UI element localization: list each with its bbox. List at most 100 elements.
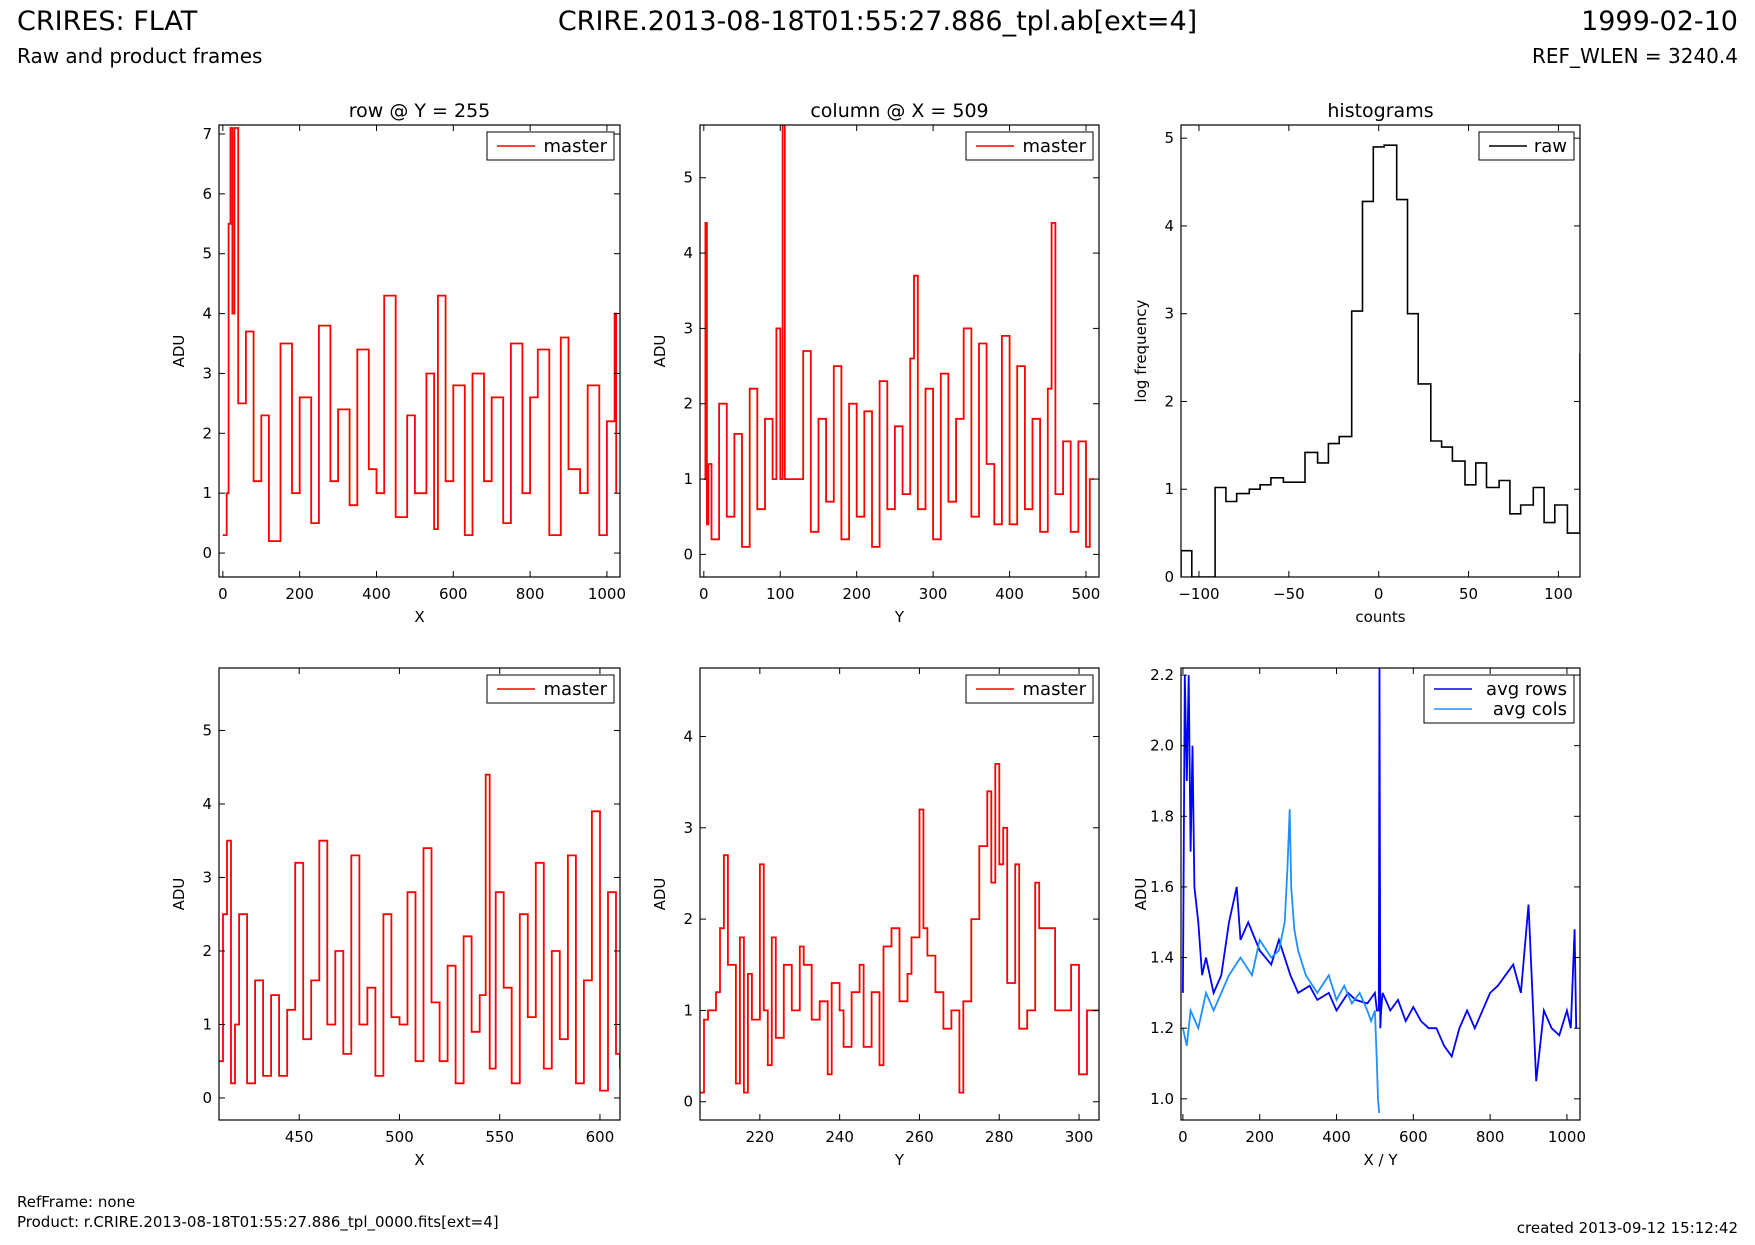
chart-title: row @ Y = 255	[349, 100, 491, 122]
legend: raw	[1478, 131, 1575, 161]
y-tick-label: 3	[683, 319, 693, 337]
y-tick-label: 0	[1164, 568, 1174, 586]
plot-frame	[218, 124, 621, 578]
y-tick-label: 3	[202, 868, 212, 886]
y-tick-label: 6	[202, 185, 212, 203]
y-tick-label: 2.2	[1150, 666, 1174, 684]
x-axis-label: counts	[1355, 608, 1405, 626]
chart-title: histograms	[1327, 100, 1433, 122]
legend: master	[486, 674, 615, 704]
y-tick-label: 0	[202, 1089, 212, 1107]
y-axis-label: ADU	[170, 335, 188, 368]
y-tick-label: 1.0	[1150, 1090, 1174, 1108]
app-subtitle: Raw and product frames	[17, 44, 263, 68]
x-tick-label: 0	[218, 585, 228, 603]
x-axis-label: X	[414, 608, 424, 626]
x-tick-label: 800	[1476, 1128, 1505, 1146]
y-tick-label: 4	[202, 795, 212, 813]
refframe-label: RefFrame: none	[17, 1193, 136, 1211]
x-tick-label: −50	[1273, 585, 1305, 603]
y-tick-label: 1	[683, 470, 693, 488]
x-tick-label: 0	[1374, 585, 1384, 603]
x-axis-label: X	[414, 1151, 424, 1169]
x-tick-label: 400	[995, 585, 1024, 603]
y-axis-label: log frequency	[1132, 299, 1150, 402]
chart-panel-3: −100 −50 0 50 100 0 1 2 3 4 5 histograms counts log f…	[1132, 100, 1581, 626]
y-tick-label: 2	[202, 942, 212, 960]
y-tick-label: 1.4	[1150, 949, 1174, 967]
y-tick-label: 2	[683, 395, 693, 413]
y-tick-label: 7	[202, 125, 212, 143]
x-tick-label: 450	[285, 1128, 314, 1146]
created-label: created 2013-09-12 15:12:42	[1516, 1219, 1738, 1237]
x-tick-label: 500	[385, 1128, 414, 1146]
x-tick-label: 100	[1544, 585, 1573, 603]
series-line-master	[700, 763, 1099, 1094]
x-tick-label: 500	[1072, 585, 1101, 603]
y-tick-label: 1.8	[1150, 807, 1174, 825]
y-tick-label: 2	[1164, 392, 1174, 410]
y-tick-label: 2.0	[1150, 737, 1174, 755]
plot-frame	[699, 667, 1100, 1121]
plot-frame	[1180, 667, 1581, 1121]
file-title: CRIRE.2013-08-18T01:55:27.886_tpl.ab[ext…	[557, 6, 1198, 37]
legend-entry: avg cols	[1493, 699, 1567, 720]
x-tick-label: 1000	[588, 585, 626, 603]
y-tick-label: 2	[683, 910, 693, 928]
y-tick-label: 5	[202, 245, 212, 263]
series-line-master	[222, 127, 618, 542]
y-tick-label: 3	[202, 364, 212, 382]
x-axis-label: X / Y	[1363, 1151, 1398, 1169]
legend: master	[486, 131, 615, 161]
y-tick-label: 3	[683, 819, 693, 837]
x-tick-label: 220	[746, 1128, 775, 1146]
x-tick-label: 600	[439, 585, 468, 603]
y-tick-label: 5	[683, 169, 693, 187]
y-tick-label: 1	[202, 1015, 212, 1033]
x-tick-label: 600	[1399, 1128, 1428, 1146]
chart-title: column @ X = 509	[810, 100, 988, 122]
x-tick-label: 0	[1178, 1128, 1188, 1146]
x-tick-label: 100	[766, 585, 795, 603]
app-title: CRIRES: FLAT	[17, 6, 198, 37]
plot-frame	[699, 124, 1100, 578]
x-axis-label: Y	[894, 1151, 905, 1169]
x-tick-label: 550	[485, 1128, 514, 1146]
y-tick-label: 0	[683, 1093, 693, 1111]
product-label: Product: r.CRIRE.2013-08-18T01:55:27.886…	[17, 1213, 499, 1231]
x-tick-label: 0	[699, 585, 709, 603]
y-tick-label: 1	[1164, 480, 1174, 498]
y-tick-label: 5	[1164, 129, 1174, 147]
series-line-master	[703, 125, 1094, 548]
series-line-raw	[1181, 144, 1580, 577]
x-tick-label: 200	[285, 585, 314, 603]
y-tick-label: 1.2	[1150, 1019, 1174, 1037]
x-tick-label: 240	[825, 1128, 854, 1146]
series-line-avg-rows	[1182, 668, 1578, 1082]
y-tick-label: 4	[1164, 217, 1174, 235]
series-line-master	[219, 773, 620, 1092]
plot-frame	[1180, 124, 1581, 578]
y-tick-label: 4	[202, 305, 212, 323]
y-axis-label: ADU	[170, 878, 188, 911]
x-tick-label: 400	[1322, 1128, 1351, 1146]
legend-entry: master	[544, 136, 608, 157]
x-tick-label: 300	[1065, 1128, 1094, 1146]
x-tick-label: 280	[985, 1128, 1014, 1146]
y-tick-label: 5	[202, 721, 212, 739]
legend: master	[965, 131, 1094, 161]
x-tick-label: 1000	[1548, 1128, 1586, 1146]
y-tick-label: 4	[683, 727, 693, 745]
y-tick-label: 3	[1164, 305, 1174, 323]
chart-panel-1: 0 200 400 600 800 1000 0 1 2 3 4 5 6 7 row @ Y = 255 X A…	[170, 100, 626, 626]
legend-entry: avg rows	[1486, 679, 1567, 700]
y-tick-label: 1	[683, 1001, 693, 1019]
y-tick-label: 1.6	[1150, 878, 1174, 896]
x-tick-label: 200	[1245, 1128, 1274, 1146]
x-tick-label: 260	[905, 1128, 934, 1146]
x-tick-label: 50	[1459, 585, 1478, 603]
legend: master	[965, 674, 1094, 704]
y-tick-label: 2	[202, 424, 212, 442]
